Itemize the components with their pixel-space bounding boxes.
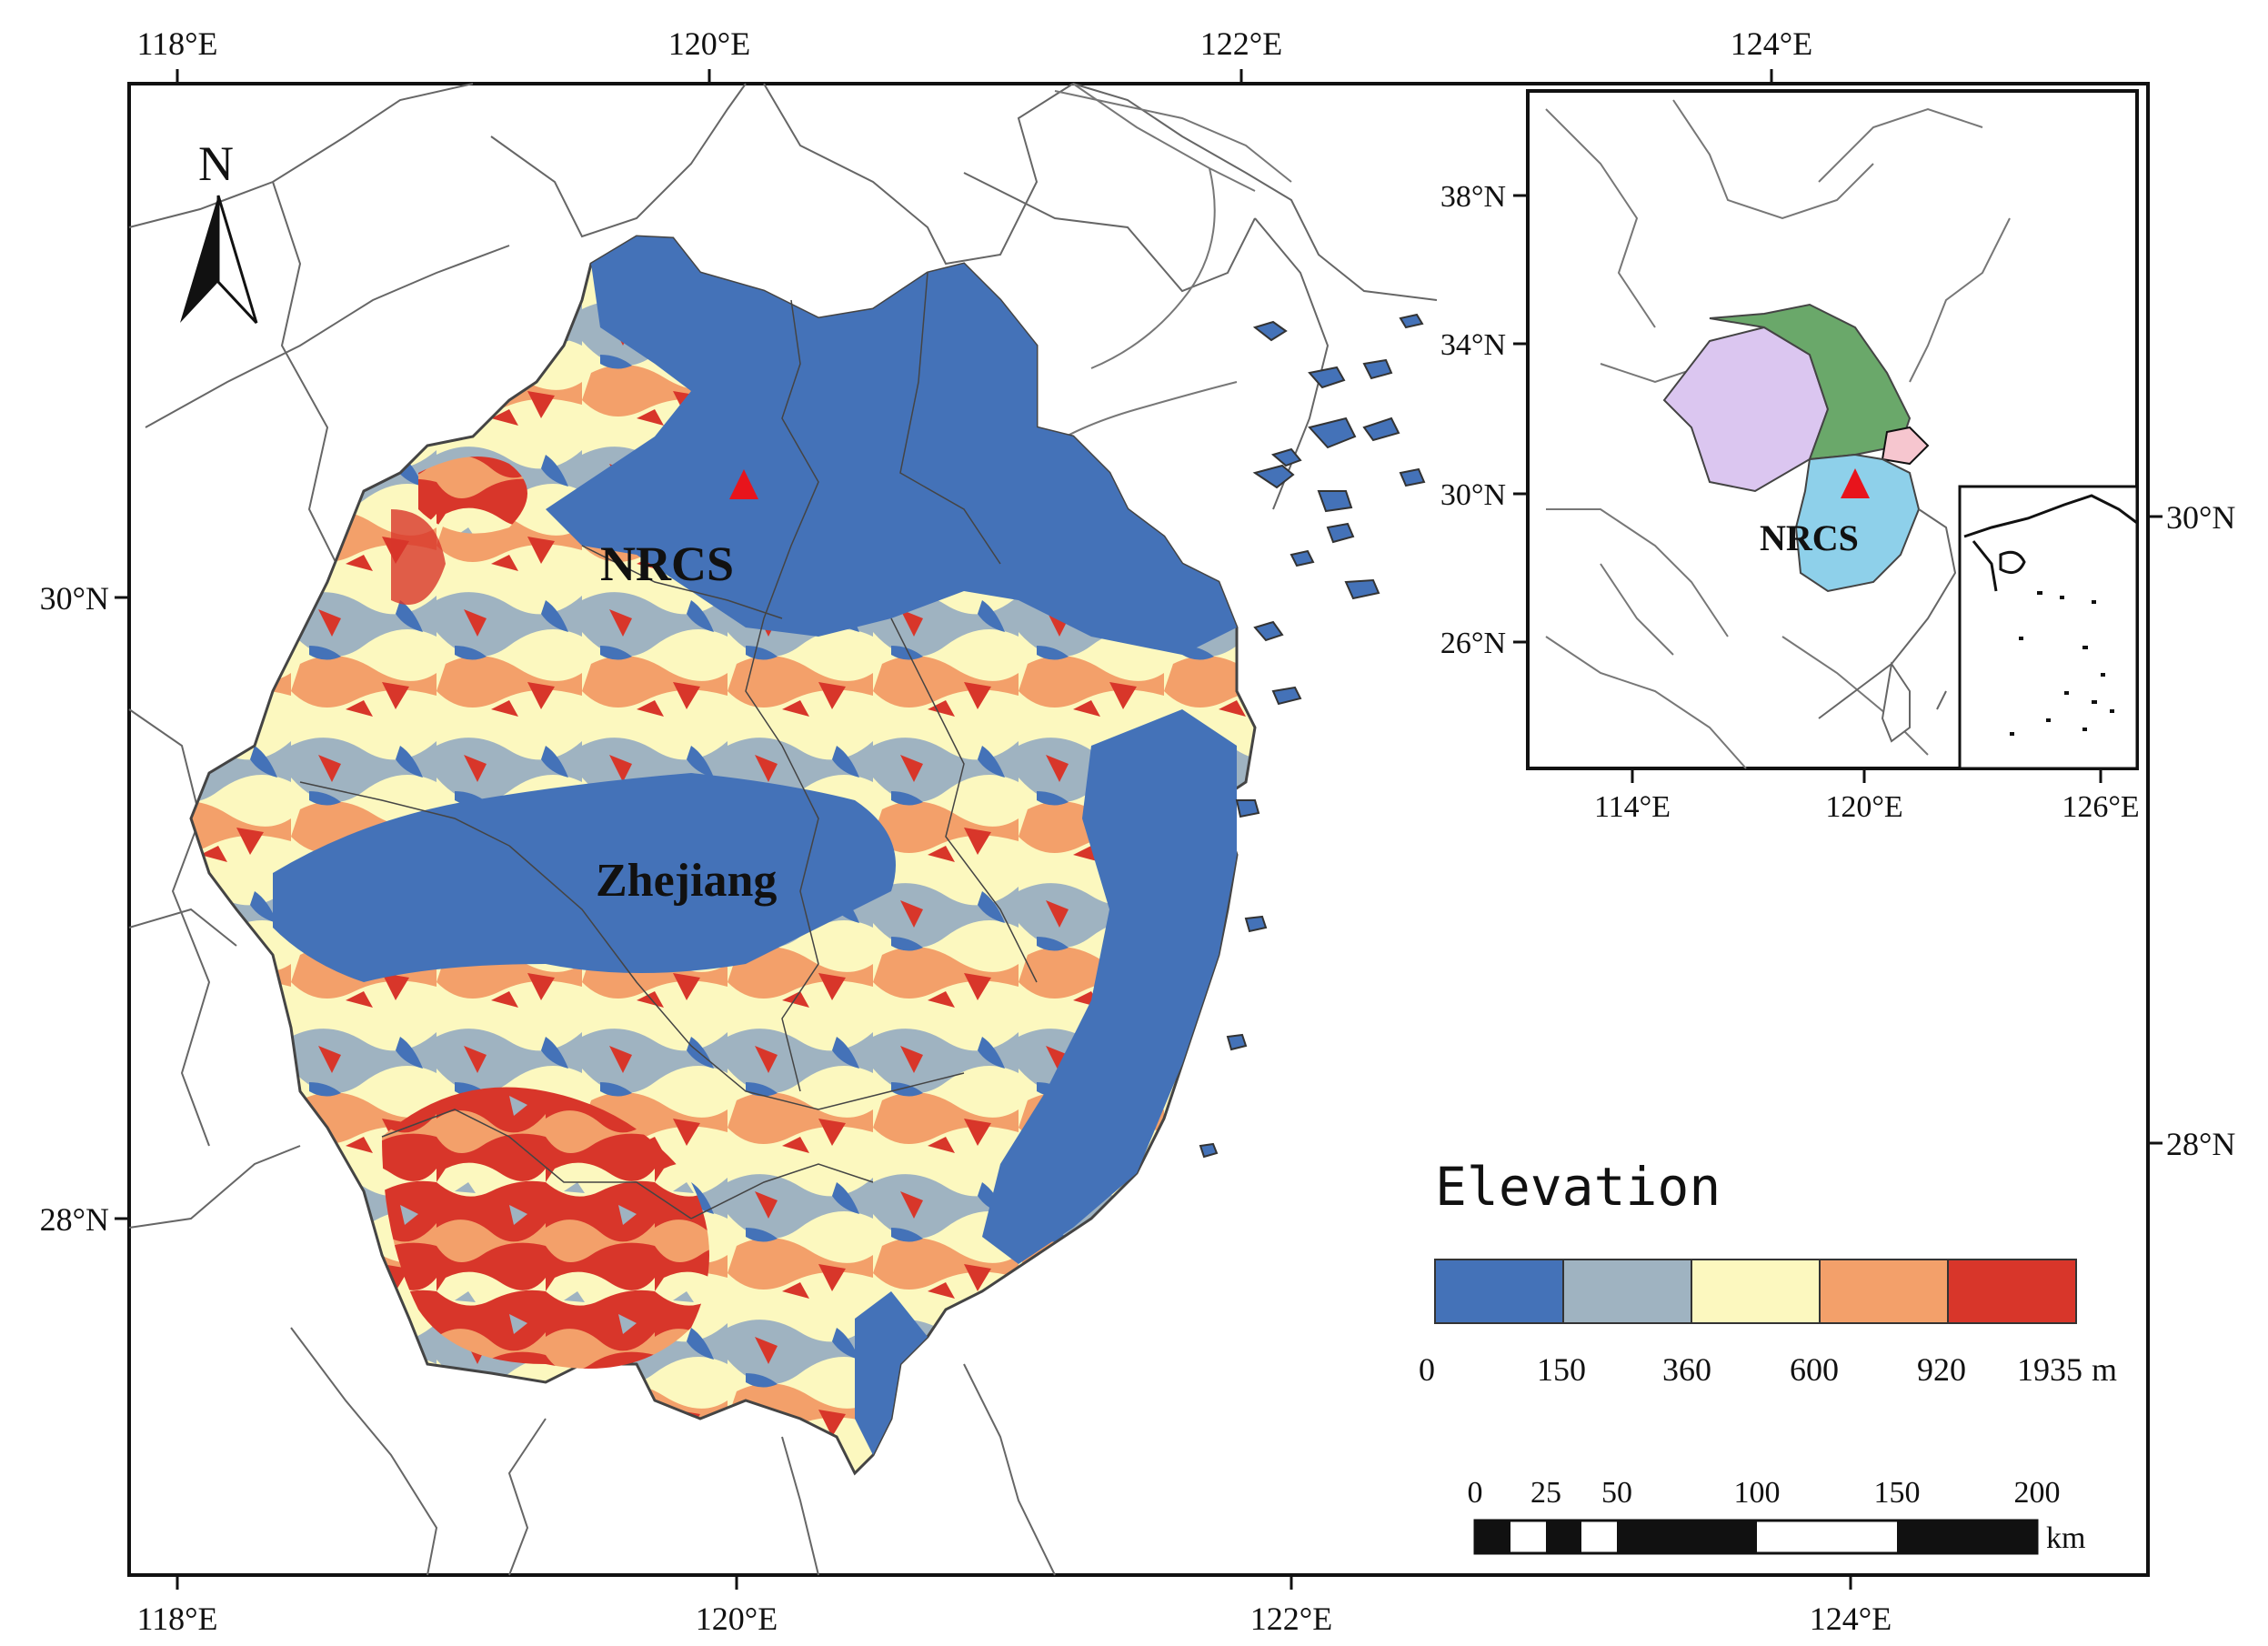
legend-class-0 <box>1434 1259 1564 1324</box>
legend-break-3: 600 <box>1790 1351 1839 1388</box>
bottom-tick-122: 122°E <box>1250 1601 1332 1637</box>
coastline <box>1036 83 1292 456</box>
legend-class-3 <box>1819 1259 1949 1324</box>
left-tick-28: 28°N <box>40 1201 109 1238</box>
left-tick-30: 30°N <box>40 580 109 617</box>
bottom-tick-124: 124°E <box>1810 1601 1892 1637</box>
top-tick-118: 118°E <box>136 25 217 62</box>
scale-label-150: 150 <box>1874 1476 1921 1510</box>
bottom-tick-118: 118°E <box>136 1601 217 1637</box>
legend-break-2: 360 <box>1662 1351 1711 1388</box>
legend-break-5: 1935 <box>2017 1351 2082 1388</box>
inset-lat-26: 26°N <box>1440 627 1506 660</box>
inset-lon-126: 126°E <box>2062 790 2139 824</box>
legend-class-2 <box>1691 1259 1821 1324</box>
lat-tick-labels-left: 30°N 28°N <box>40 580 109 1238</box>
lon-tick-labels-bottom: 118°E 120°E 122°E 124°E <box>136 1601 1892 1637</box>
right-tick-30: 30°N <box>2166 499 2235 536</box>
axis-ticks <box>115 69 2163 1590</box>
legend-title: Elevation <box>1435 1156 1721 1218</box>
legend-class-1 <box>1562 1259 1692 1324</box>
nrcs-label: NRCS <box>600 537 734 591</box>
right-tick-28: 28°N <box>2166 1126 2235 1162</box>
legend-break-0: 0 <box>1419 1351 1435 1388</box>
nrcs-station-marker <box>729 469 758 499</box>
inset-lat-34: 34°N <box>1440 328 1506 362</box>
legend-unit: m <box>2092 1351 2117 1388</box>
zhejiang-label: Zhejiang <box>596 855 777 907</box>
scale-bar: 0 25 50 100 150 200 km <box>1468 1476 2086 1555</box>
top-tick-120: 120°E <box>668 25 750 62</box>
north-arrow-icon <box>180 196 218 323</box>
province-boundaries <box>128 83 1438 1576</box>
north-arrow-label: N <box>198 136 234 191</box>
scale-label-200: 200 <box>2014 1476 2061 1510</box>
inset-lat-38: 38°N <box>1440 180 1506 214</box>
inset-lat-30: 30°N <box>1440 478 1506 512</box>
scale-label-25: 25 <box>1530 1476 1561 1510</box>
inset-map: NRCS <box>1440 89 2140 824</box>
top-tick-122: 122°E <box>1200 25 1282 62</box>
north-arrow: N <box>180 136 258 325</box>
top-tick-124: 124°E <box>1731 25 1812 62</box>
inset-nrcs-label: NRCS <box>1760 517 1859 558</box>
inset-lon-120: 120°E <box>1825 790 1902 824</box>
scale-unit: km <box>2046 1521 2085 1555</box>
inset-station-marker <box>1841 468 1870 498</box>
legend-class-4 <box>1947 1259 2077 1324</box>
lat-tick-labels-right: 30°N 28°N <box>2166 499 2235 1162</box>
legend-break-4: 920 <box>1917 1351 1966 1388</box>
scale-label-0: 0 <box>1468 1476 1483 1510</box>
elevation-legend: Elevation 0 150 360 600 920 1935 m <box>1419 1156 2117 1388</box>
bottom-tick-120: 120°E <box>696 1601 778 1637</box>
lon-tick-labels-top: 118°E 120°E 122°E 124°E <box>136 25 1812 62</box>
inset-lon-114: 114°E <box>1594 790 1671 824</box>
scale-label-50: 50 <box>1601 1476 1632 1510</box>
zhejiang-elevation-map <box>189 235 1426 1476</box>
scale-label-100: 100 <box>1734 1476 1781 1510</box>
legend-break-1: 150 <box>1537 1351 1586 1388</box>
